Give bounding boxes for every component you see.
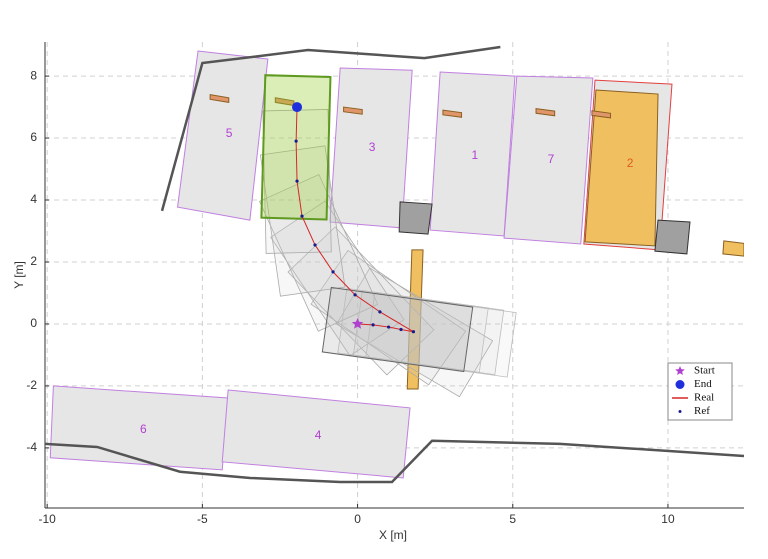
legend-symbol <box>675 380 685 389</box>
y-tick-label: 0 <box>30 316 37 330</box>
vehicle-footprint <box>321 286 474 373</box>
x-tick-label: 10 <box>661 512 675 526</box>
ref-point <box>353 293 357 297</box>
x-axis-label: X [m] <box>379 528 407 542</box>
x-tick-label: -5 <box>197 512 208 526</box>
obstacle <box>398 201 433 235</box>
obstacle <box>442 109 463 118</box>
parking-slot <box>49 385 229 471</box>
slot-label: 7 <box>548 152 555 166</box>
slot-label: 5 <box>226 126 233 140</box>
legend-symbol <box>678 410 682 413</box>
ref-point <box>387 325 391 329</box>
x-tick-label: -10 <box>39 512 57 526</box>
plot-area: 5 3 1 7 2 6 4 <box>45 45 744 484</box>
slot-label: 2 <box>627 156 634 170</box>
ref-point <box>295 179 299 183</box>
ref-point <box>300 214 304 218</box>
obstacle <box>591 110 612 119</box>
x-tick-label: 0 <box>354 512 361 526</box>
slot-label: 6 <box>140 422 147 436</box>
ref-point <box>294 139 298 143</box>
road-boundary <box>160 45 501 212</box>
y-tick-label: 2 <box>30 254 37 268</box>
y-tick-label: 6 <box>30 130 37 144</box>
ref-point <box>313 243 317 247</box>
legend-label: Start <box>694 365 715 377</box>
road-boundary <box>45 439 744 484</box>
legend-label: Ref <box>694 405 710 417</box>
legend-symbol <box>675 366 685 376</box>
obstacle <box>722 240 744 257</box>
y-tick-label: 8 <box>30 68 37 82</box>
ref-point <box>399 327 403 332</box>
slot-label: 3 <box>369 140 376 154</box>
y-tick-label: -4 <box>26 440 37 454</box>
ref-point <box>411 330 416 334</box>
y-tick-label: -2 <box>26 378 37 392</box>
y-tick-label: 4 <box>30 192 37 206</box>
slot-label: 4 <box>315 428 322 442</box>
vehicle-footprint <box>258 173 379 332</box>
ref-point <box>331 270 335 274</box>
legend-label: End <box>694 378 712 390</box>
start-marker <box>351 317 364 329</box>
obstacle <box>584 89 659 247</box>
x-tick-label: 5 <box>509 512 516 526</box>
end-marker <box>292 102 303 113</box>
y-axis-label: Y [m] <box>12 261 26 289</box>
parking-slot <box>221 389 411 479</box>
ref-point <box>378 310 382 314</box>
legend-label: Real <box>694 392 714 404</box>
obstacle <box>209 94 230 104</box>
parking-slot <box>503 75 594 245</box>
slot-label: 1 <box>472 148 479 162</box>
ref-point <box>371 323 375 327</box>
obstacle <box>406 249 424 390</box>
obstacle <box>343 106 363 115</box>
obstacle <box>654 219 691 255</box>
parking-slot <box>176 50 269 221</box>
obstacle <box>535 108 556 117</box>
